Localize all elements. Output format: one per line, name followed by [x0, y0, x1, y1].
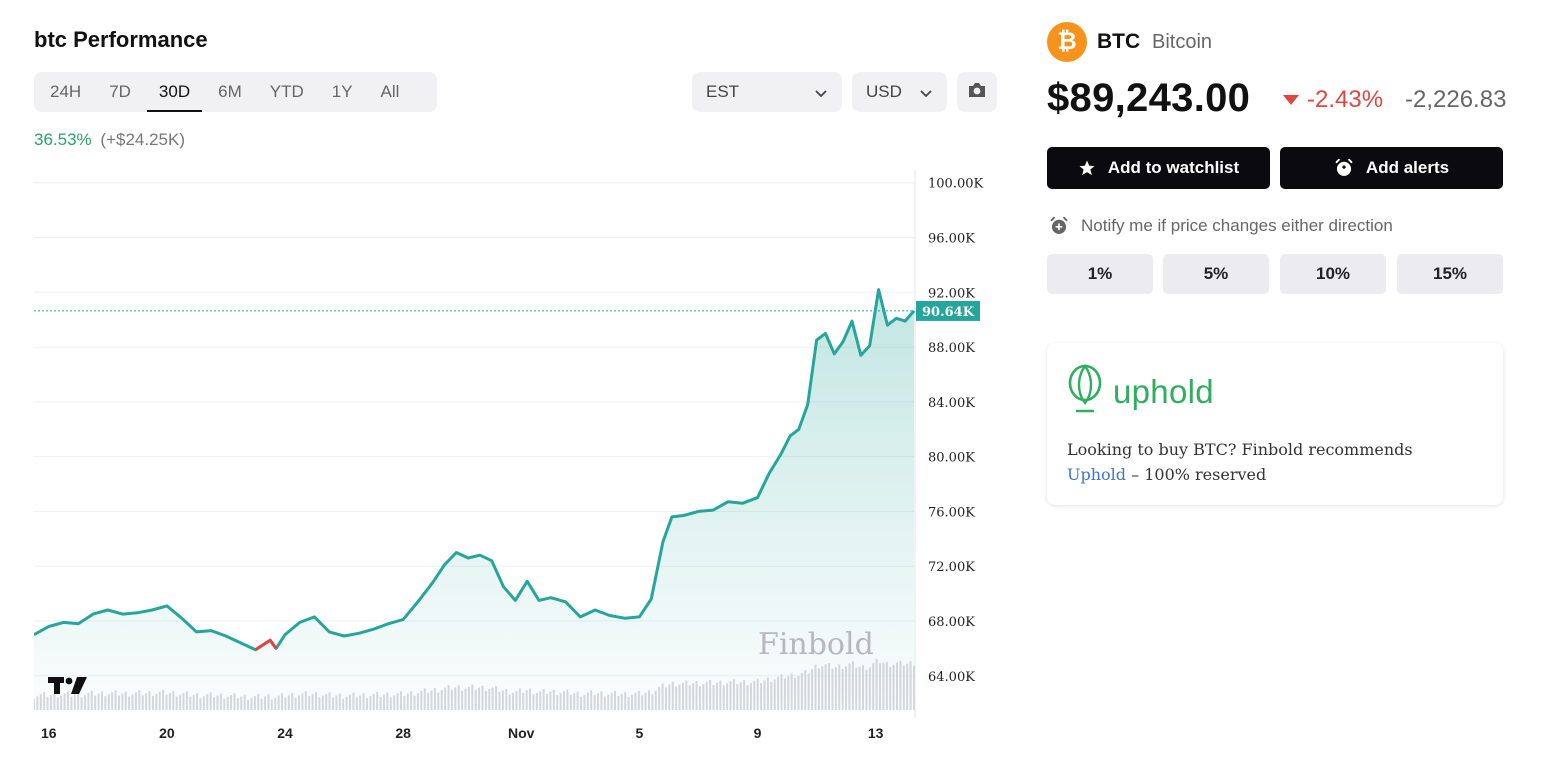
chart-svg[interactable]: 100.00K 96.00K 92.00K 88.00K 84.00K 80.00K 76.…: [34, 170, 994, 750]
performance-change: 36.53% (+$24.25K): [34, 130, 185, 150]
star-icon: [1078, 159, 1096, 177]
timezone-select[interactable]: EST: [692, 72, 842, 112]
bitcoin-icon: ₿: [1047, 22, 1087, 62]
performance-change-pct: 36.53%: [34, 130, 92, 149]
x-tick-label: 20: [159, 725, 175, 741]
y-tick-label: 92.00K: [928, 286, 975, 301]
coin-symbol: BTC: [1097, 30, 1141, 53]
promo-text: Looking to buy BTC? Finbold recommends U…: [1067, 437, 1413, 487]
y-tick-label: 68.00K: [928, 615, 975, 630]
x-tick-label: 24: [277, 725, 293, 741]
tab-all[interactable]: All: [380, 82, 400, 101]
alerts-label: Add alerts: [1365, 158, 1450, 177]
price-line[interactable]: [34, 288, 916, 652]
notify-10pct-button[interactable]: 10%: [1280, 254, 1386, 294]
current-price-badge: [916, 300, 980, 321]
add-alerts-button[interactable]: Add alerts: [1280, 147, 1503, 189]
price-area: [34, 289, 914, 710]
notify-row: Notify me if price changes either direct…: [1049, 216, 1393, 236]
chevron-down-icon: [919, 85, 933, 99]
uphold-logo-icon: [1067, 363, 1103, 420]
x-tick-label: 13: [868, 725, 884, 741]
coin-name: Bitcoin: [1152, 31, 1213, 53]
uphold-wordmark: uphold: [1113, 372, 1214, 410]
tab-6m[interactable]: 6M: [218, 82, 242, 101]
currency-value: USD: [866, 82, 902, 101]
price-change-pct: -2.43%: [1283, 86, 1383, 114]
notify-1pct-button[interactable]: 1%: [1047, 254, 1153, 294]
x-tick-label: 9: [754, 725, 762, 741]
y-tick-label: 100.00K: [928, 177, 983, 192]
current-price-label: 90.64K: [922, 305, 975, 320]
price-line-negative: [254, 638, 278, 651]
x-tick-label: 28: [395, 725, 411, 741]
range-tabs: 24H 7D 30D 6M YTD 1Y All: [34, 72, 437, 112]
promo-suffix: – 100% reserved: [1126, 465, 1267, 484]
tab-7d[interactable]: 7D: [109, 82, 131, 101]
y-tick-label: 84.00K: [928, 396, 975, 411]
arrow-down-icon: [1283, 95, 1299, 105]
notify-label: Notify me if price changes either direct…: [1081, 216, 1393, 235]
y-tick-label: 80.00K: [928, 451, 975, 466]
tab-1y[interactable]: 1Y: [331, 82, 353, 101]
performance-title: btc Performance: [34, 27, 208, 52]
price-change-pct-value: -2.43%: [1307, 86, 1384, 113]
notify-5pct-button[interactable]: 5%: [1163, 254, 1269, 294]
uphold-logo[interactable]: uphold: [1067, 363, 1214, 420]
y-tick-label: 64.00K: [928, 670, 975, 685]
currency-select[interactable]: USD: [852, 72, 947, 112]
y-tick-label: 72.00K: [928, 560, 975, 575]
alarm-clock-icon: [1334, 158, 1354, 178]
uphold-promo-card: uphold Looking to buy BTC? Finbold recom…: [1047, 343, 1503, 505]
notify-15pct-button[interactable]: 15%: [1397, 254, 1503, 294]
tab-ytd[interactable]: YTD: [269, 82, 304, 101]
watchlist-label: Add to watchlist: [1107, 158, 1240, 177]
promo-lead: Looking to buy BTC? Finbold recommends: [1067, 440, 1413, 459]
x-tick-label: 16: [41, 725, 57, 741]
price-chart[interactable]: 100.00K 96.00K 92.00K 88.00K 84.00K 80.00K 76.…: [34, 170, 994, 750]
performance-change-abs: (+$24.25K): [100, 130, 185, 149]
price-change-abs: -2,226.83: [1405, 86, 1507, 113]
x-tick-label: Nov: [508, 725, 535, 741]
y-tick-label: 88.00K: [928, 341, 975, 356]
camera-icon: [967, 81, 987, 104]
x-tick-label: 5: [635, 725, 643, 741]
finbold-watermark: Finbold: [758, 627, 874, 662]
timezone-value: EST: [706, 82, 740, 101]
tab-24h[interactable]: 24H: [50, 82, 82, 101]
tradingview-logo-icon[interactable]: [48, 677, 87, 694]
y-tick-label: 96.00K: [928, 232, 975, 247]
y-tick-label: 76.00K: [928, 505, 975, 520]
tab-30d[interactable]: 30D: [146, 72, 203, 112]
screenshot-button[interactable]: [957, 72, 997, 112]
add-to-watchlist-button[interactable]: Add to watchlist: [1047, 147, 1270, 189]
alarm-clock-icon: [1049, 216, 1069, 236]
uphold-link[interactable]: Uphold: [1067, 465, 1127, 484]
coin-price: $89,243.00: [1047, 76, 1251, 120]
chevron-down-icon: [814, 85, 828, 99]
